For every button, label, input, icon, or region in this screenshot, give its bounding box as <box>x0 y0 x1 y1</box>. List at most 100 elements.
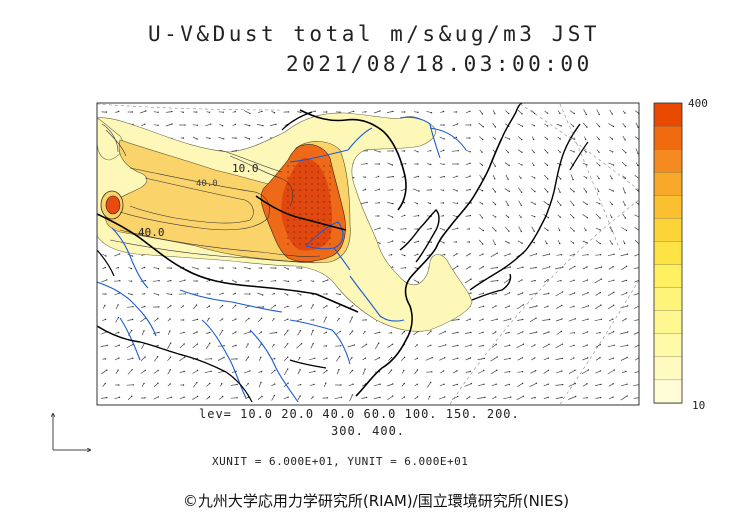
wind-vector <box>179 371 185 373</box>
wind-vector <box>620 357 628 361</box>
wind-vector <box>517 149 523 153</box>
wind-vector-head <box>339 355 341 358</box>
wind-vector-head <box>598 138 600 141</box>
wind-vector-head <box>507 178 509 180</box>
wind-vector-head <box>117 304 119 306</box>
wind-vector <box>360 202 368 204</box>
wind-vector-head <box>196 293 199 295</box>
wind-vector-head <box>299 384 302 386</box>
wind-vector-head <box>599 203 601 205</box>
wind-vector <box>126 344 134 348</box>
wind-vector-head <box>637 164 639 167</box>
colorbar-swatch <box>653 379 683 404</box>
wind-vector <box>543 293 549 295</box>
wind-vector-head <box>546 138 549 140</box>
wind-vector-head <box>105 293 107 295</box>
wind-vector-head <box>338 369 340 371</box>
wind-vector-head <box>469 318 471 320</box>
wind-vector-head <box>507 204 509 206</box>
wind-vector <box>543 370 549 374</box>
wind-vector-head <box>366 201 368 204</box>
wind-vector-head <box>287 318 289 320</box>
wind-vector <box>127 357 133 361</box>
wind-vector <box>297 395 301 401</box>
wind-vector-head <box>210 370 212 372</box>
wind-vector-head <box>533 112 536 115</box>
core-stipple-dot <box>293 213 295 215</box>
wind-vector-head <box>183 331 185 334</box>
wind-vector-head <box>429 202 431 205</box>
wind-vector-head <box>443 138 445 140</box>
wind-vector <box>543 201 549 205</box>
wind-vector <box>569 253 575 257</box>
wind-vector-head <box>482 126 484 128</box>
wind-vector-head <box>442 189 445 191</box>
wind-vector-head <box>597 190 600 193</box>
wind-vector-head <box>365 396 368 399</box>
wind-vector <box>167 342 171 350</box>
wind-vector-head <box>184 293 186 295</box>
wind-vector <box>582 201 588 205</box>
wind-vector <box>503 318 511 322</box>
wind-vector <box>439 396 445 400</box>
wind-vector-head <box>612 125 615 128</box>
core-stipple-dot <box>287 207 289 209</box>
wind-vector-head <box>611 203 613 206</box>
wind-vector-head <box>208 317 210 320</box>
wind-vector-head <box>613 253 615 255</box>
wind-vector-head <box>469 151 471 153</box>
wind-vector <box>518 136 522 140</box>
wind-vector-head <box>548 292 550 295</box>
wind-vector <box>141 343 145 349</box>
wind-vector-head <box>391 216 394 218</box>
wind-vector <box>530 201 536 205</box>
wind-vector-head <box>522 343 525 345</box>
wind-vector <box>179 396 185 400</box>
wind-vector-head <box>196 111 198 113</box>
wind-vector <box>504 344 510 348</box>
wind-vector-head <box>549 266 551 268</box>
core-stipple-dot <box>293 195 295 197</box>
wind-vector <box>452 265 458 271</box>
wind-vector <box>516 304 524 310</box>
wind-vector <box>634 239 639 245</box>
wind-vector <box>140 370 146 374</box>
wind-vector <box>270 124 276 126</box>
wind-vector <box>374 342 380 350</box>
wind-vector-head <box>521 164 523 166</box>
wind-vector-head <box>599 164 601 167</box>
wind-vector-head <box>575 395 577 398</box>
wind-vector-head <box>378 342 380 344</box>
wind-vector-head <box>561 343 564 345</box>
wind-vector-head <box>364 188 367 191</box>
wind-vector-head <box>144 369 146 372</box>
wind-vector-head <box>443 254 446 256</box>
wind-vector-head <box>183 396 185 398</box>
wind-vector <box>517 279 523 283</box>
wind-vector-head <box>470 278 472 280</box>
wind-vector-head <box>417 253 419 255</box>
wind-vector <box>504 305 510 309</box>
wind-vector-head <box>469 253 471 255</box>
wind-vector-head <box>443 383 445 385</box>
core-stipple-dot <box>305 231 307 233</box>
wind-vector-head <box>625 318 627 320</box>
wind-vector <box>531 110 535 114</box>
wind-vector-head <box>470 292 472 294</box>
wind-vector-head <box>118 396 121 398</box>
wind-vector <box>607 291 615 297</box>
wind-vector-head <box>561 370 563 372</box>
wind-vector <box>192 331 198 335</box>
wind-vector-head <box>560 330 562 333</box>
wind-vector-head <box>106 396 108 399</box>
wind-vector <box>465 149 471 153</box>
wind-vector-head <box>496 266 498 269</box>
wind-vector-head <box>586 279 589 281</box>
wind-vector-head <box>613 344 615 346</box>
wind-vector-head <box>273 344 275 346</box>
wind-vector-head <box>442 110 445 113</box>
wind-vector-head <box>287 329 289 332</box>
wind-vector-head <box>481 203 484 205</box>
wind-vector-head <box>221 318 224 320</box>
wind-vector-head <box>208 111 211 114</box>
